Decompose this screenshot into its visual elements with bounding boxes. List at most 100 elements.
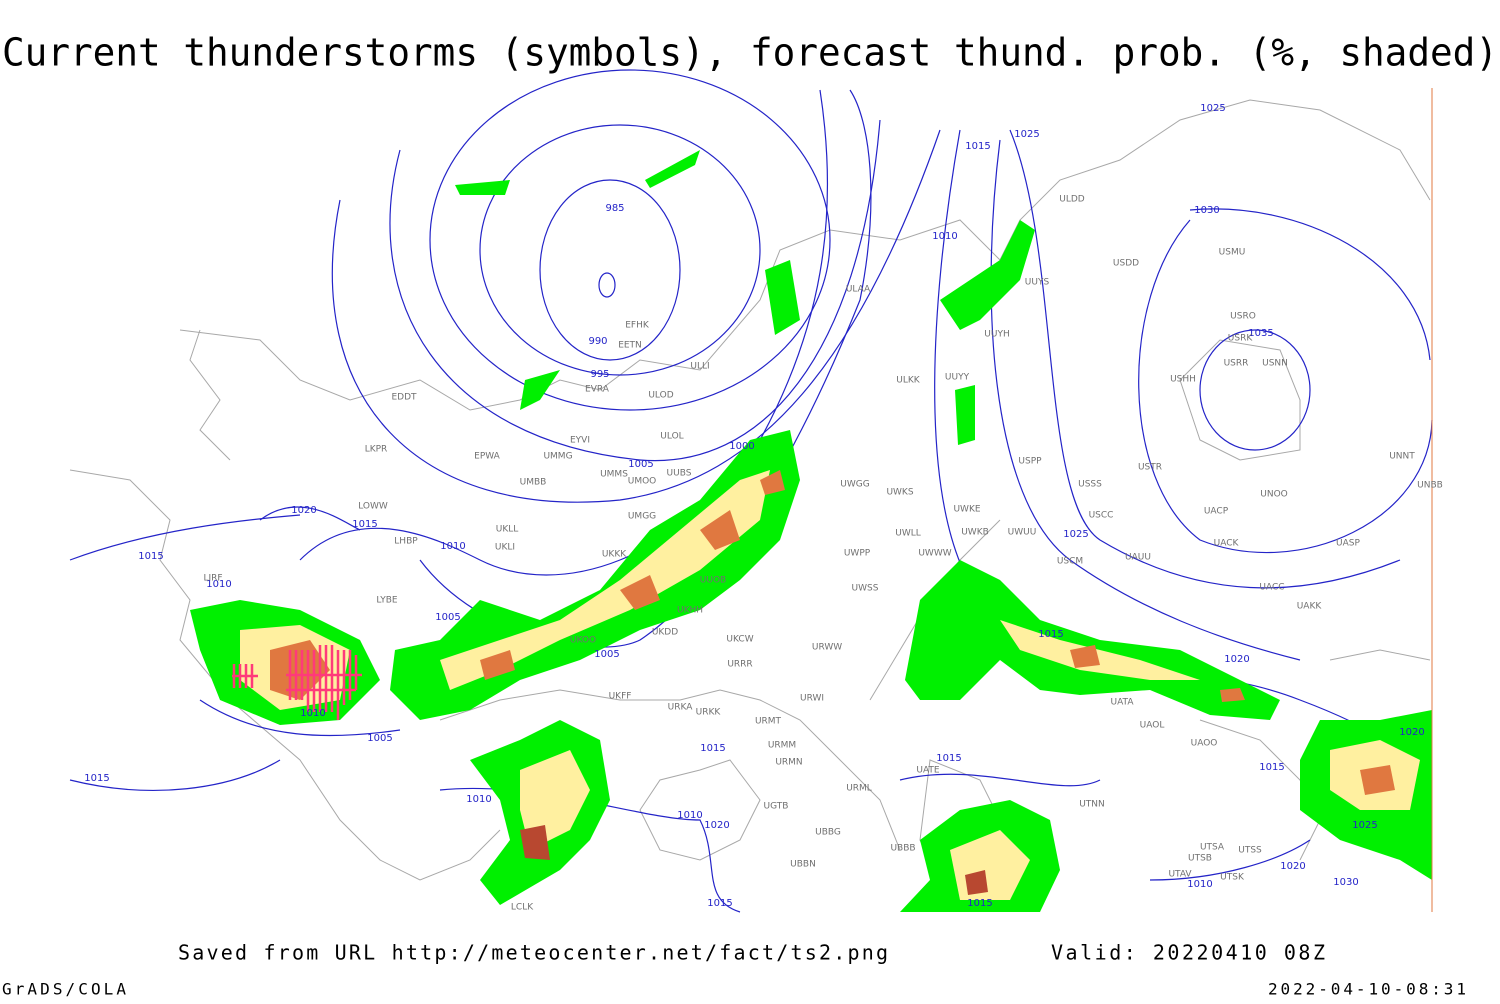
station-label: EYVI (570, 436, 590, 446)
station-label: UUOB (700, 576, 726, 586)
station-label: UTNN (1079, 800, 1105, 810)
thunderstorm-symbols (232, 645, 362, 720)
station-label: LCLK (511, 903, 534, 913)
isobar-label: 1005 (628, 459, 653, 470)
station-label: ULKK (896, 376, 921, 386)
station-label: UTSK (1220, 873, 1245, 883)
title: Current thunderstorms (symbols), forecas… (2, 31, 1498, 75)
station-label: UTAV (1168, 870, 1192, 880)
station-label: URRR (727, 660, 752, 670)
station-label: UGTB (764, 802, 789, 812)
station-label: URMN (775, 758, 802, 768)
station-label: URWW (812, 643, 842, 653)
station-label: UACC (1259, 583, 1284, 593)
isobar-label: 1015 (84, 773, 109, 784)
isobar-labels: 985 990 995 1000 1005 1005 1005 1005 1010 1010 101… (84, 103, 1424, 909)
isobar-label: 1030 (1194, 205, 1219, 216)
station-label: USRK (1228, 334, 1254, 344)
isobar-label: 1010 (466, 794, 491, 805)
station-label: USDD (1113, 259, 1139, 269)
station-label: UWGG (840, 480, 869, 490)
station-label: UUYH (984, 330, 1009, 340)
timestamp: 2022-04-10-08:31 (1268, 980, 1466, 999)
station-label: UAUU (1125, 553, 1151, 563)
station-label: UKKK (602, 550, 627, 560)
isobar-label: 1025 (1352, 820, 1377, 831)
station-label: UUYS (1025, 278, 1050, 288)
isobar-label: 1025 (1063, 529, 1088, 540)
isobar-label: 1025 (1200, 103, 1225, 114)
station-label: UTSB (1188, 854, 1212, 864)
isobar-label: 1015 (352, 519, 377, 530)
station-label: UATA (1110, 698, 1134, 708)
station-label: UBBN (790, 860, 816, 870)
station-label: ULDD (1059, 195, 1085, 205)
isobar-label: 985 (605, 203, 624, 214)
isobar-label: 1005 (435, 612, 460, 623)
software: GrADS/COLA (2, 980, 126, 999)
isobar-label: 1015 (707, 898, 732, 909)
station-label: LOWW (358, 502, 388, 512)
station-label: UKHH (677, 606, 703, 616)
isobar-label: 1035 (1248, 328, 1273, 339)
station-label: UTSS (1238, 846, 1262, 856)
isobar-label: 1000 (729, 441, 754, 452)
station-label: UWKB (961, 528, 989, 538)
station-label: UACK (1214, 539, 1240, 549)
station-label: EFHK (625, 321, 650, 331)
isobar-label: 1010 (932, 231, 957, 242)
station-label: EPWA (474, 452, 501, 462)
valid-time: Valid: 20220410 08Z (1051, 941, 1325, 965)
isobar-label: 1015 (700, 743, 725, 754)
station-label: UACP (1204, 507, 1229, 517)
station-label: ULAA (846, 285, 871, 295)
station-label: LKPR (365, 445, 388, 455)
station-label: EVRA (585, 385, 610, 395)
station-label: UWWW (918, 549, 951, 559)
station-label: USPP (1018, 457, 1042, 467)
station-label: USTR (1138, 463, 1162, 473)
station-label: UMGG (628, 512, 656, 522)
station-label: USHH (1170, 375, 1196, 385)
isobar-label: 1010 (300, 708, 325, 719)
station-label: EETN (618, 341, 642, 351)
station-label: UBBG (815, 828, 841, 838)
station-label: UWKE (953, 505, 980, 515)
station-label: USCM (1057, 557, 1083, 567)
station-label: UWPP (844, 549, 871, 559)
station-label: USMU (1219, 248, 1246, 258)
source-url: Saved from URL http://meteocenter.net/fa… (178, 941, 888, 965)
station-label: UUYY (945, 373, 970, 383)
station-label: LIRF (203, 574, 222, 584)
station-label: LYBE (376, 596, 397, 606)
isobar-label: 1020 (1399, 727, 1424, 738)
isobar-label: 1010 (440, 541, 465, 552)
station-label: UKLI (495, 543, 515, 553)
station-label: UATE (916, 766, 940, 776)
station-label: USRO (1230, 312, 1256, 322)
station-label: ULOD (648, 391, 673, 401)
station-label: UAOO (1191, 739, 1218, 749)
station-label: USRR (1224, 359, 1249, 369)
isobar-label: 995 (590, 369, 609, 380)
station-label: UWKS (886, 488, 913, 498)
station-label: UMMG (543, 452, 572, 462)
station-label: URKA (668, 703, 694, 713)
station-label: UMBB (520, 478, 547, 488)
station-label: USSS (1078, 480, 1102, 490)
station-labels: ULDD USMU USDD UUYS ULAA USRO USRK USRR USNN USHH… (203, 195, 1442, 913)
station-label: LHBP (394, 537, 418, 547)
isobar-label: 1015 (936, 753, 961, 764)
station-label: UWSS (852, 584, 879, 594)
station-label: UUBS (667, 469, 692, 479)
isobar-label: 1020 (1224, 654, 1249, 665)
isobar-label: 1015 (1259, 762, 1284, 773)
isobar-label: 1020 (1280, 861, 1305, 872)
map-area (69, 69, 1433, 913)
isobar-label: 1015 (967, 898, 992, 909)
isobar-label: 1010 (206, 579, 231, 590)
station-label: UWLL (895, 529, 921, 539)
station-label: ULOL (660, 432, 683, 442)
station-label: UKCW (726, 635, 753, 645)
